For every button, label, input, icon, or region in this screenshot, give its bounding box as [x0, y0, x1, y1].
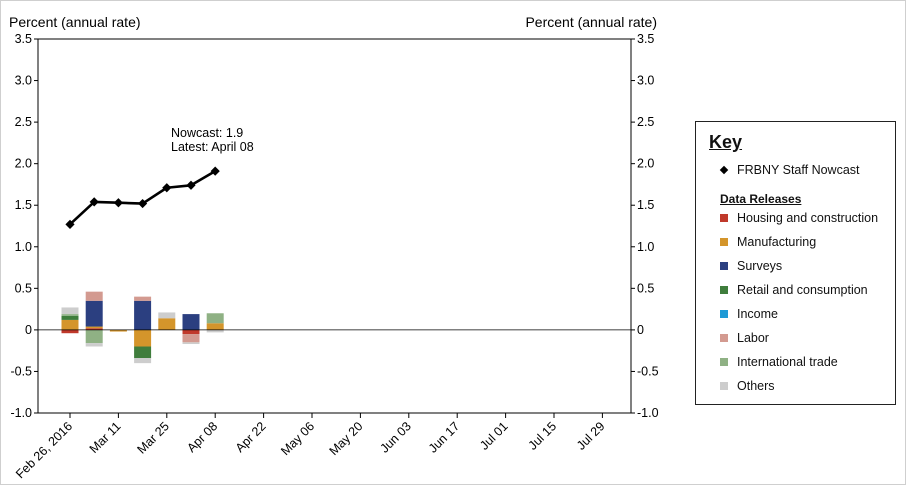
y-tick-label-right: 3.5: [637, 32, 654, 46]
bar-segment: [61, 329, 79, 334]
annotation-nowcast: Nowcast: 1.9: [171, 126, 243, 140]
key-item-label: Retail and consumption: [737, 283, 868, 297]
stacked-bars: [61, 291, 224, 364]
nowcast-series: [65, 166, 220, 229]
bar-segment: [109, 329, 127, 332]
key-item-label: Manufacturing: [737, 235, 817, 249]
bar-segment: [134, 296, 152, 301]
y-tick-label-right: 2.5: [637, 115, 654, 129]
right-y-ticks: 3.5 3.0 2.5 2.0 1.5 1.0 0.5 0 -0.5 -1.0: [631, 32, 659, 420]
bar-segment: [85, 300, 103, 327]
bar-segment: [134, 346, 152, 359]
x-tick-label: Mar 11: [87, 419, 124, 456]
key-item-label: Surveys: [737, 259, 783, 273]
y-tick-label-right: -0.5: [637, 364, 659, 378]
nowcast-point: [186, 180, 196, 190]
bar-segment: [182, 314, 200, 330]
key-item-label: Labor: [737, 331, 769, 345]
key-title: Key: [709, 132, 743, 152]
y-tick-label-left: 1.0: [15, 240, 32, 254]
bar-segment: [85, 343, 103, 347]
nowcast-point: [89, 197, 99, 207]
key-swatch: [720, 214, 728, 222]
bar-segment: [134, 300, 152, 330]
y-tick-label-left: 2.5: [15, 115, 32, 129]
key-swatch: [720, 358, 728, 366]
key-item-label: International trade: [737, 355, 838, 369]
left-axis-label: Percent (annual rate): [9, 14, 141, 30]
y-tick-label-left: 0: [25, 323, 32, 337]
x-tick-label: Apr 22: [233, 419, 269, 455]
bar-segment: [158, 312, 176, 319]
nowcast-point: [162, 183, 172, 193]
bar-segment: [158, 318, 176, 330]
bar-segment: [182, 342, 200, 345]
x-tick-label: Jun 17: [426, 419, 462, 455]
legend-key: Key FRBNY Staff Nowcast Data Releases Ho…: [695, 121, 896, 405]
key-swatch: [720, 262, 728, 270]
key-item-label: Others: [737, 379, 775, 393]
y-tick-label-right: 1.5: [637, 198, 654, 212]
key-swatch: [720, 286, 728, 294]
x-tick-label: Jun 03: [377, 419, 413, 455]
y-tick-label-left: 1.5: [15, 198, 32, 212]
key-item-label: Housing and construction: [737, 211, 879, 225]
key-nowcast-label: FRBNY Staff Nowcast: [737, 163, 860, 177]
y-tick-label-right: 0: [637, 323, 644, 337]
annotation-latest: Latest: April 08: [171, 140, 254, 154]
bar-segment: [206, 313, 224, 324]
y-tick-label-left: -0.5: [10, 364, 32, 378]
nowcast-point: [138, 198, 148, 209]
key-swatch: [720, 310, 728, 318]
x-tick-label: Apr 08: [184, 419, 220, 455]
bar-segment: [206, 329, 224, 333]
bar-segment: [85, 326, 103, 329]
x-tick-label: May 20: [327, 419, 366, 458]
nowcast-point: [210, 166, 220, 176]
y-tick-label-right: 1.0: [637, 240, 654, 254]
y-tick-label-left: 2.0: [15, 157, 32, 171]
x-tick-label: Jul 15: [526, 419, 560, 453]
key-releases-title: Data Releases: [720, 192, 802, 206]
right-axis-label: Percent (annual rate): [525, 14, 657, 30]
bar-segment: [85, 291, 103, 301]
left-y-ticks: 3.5 3.0 2.5 2.0 1.5 1.0 0.5 0 -0.5 -1.0: [10, 32, 38, 420]
x-tick-label: Feb 26, 2016: [13, 419, 75, 481]
nowcast-point: [113, 198, 123, 208]
y-tick-label-right: 3.0: [637, 74, 654, 88]
bar-segment: [134, 329, 152, 347]
y-tick-label-right: 2.0: [637, 157, 654, 171]
bar-segment: [61, 319, 79, 330]
bar-segment: [134, 358, 152, 364]
key-item-label: Income: [737, 307, 778, 321]
bar-segment: [85, 328, 103, 330]
plot-area-border: [37, 38, 632, 414]
nowcast-point: [65, 219, 75, 229]
bar-segment: [61, 307, 79, 315]
nowcast-line: [69, 170, 216, 226]
y-tick-label-right: -1.0: [637, 406, 659, 420]
bar-segment: [182, 329, 200, 335]
x-tick-label: Mar 25: [135, 419, 172, 456]
y-tick-label-left: 3.5: [15, 32, 32, 46]
y-tick-label-left: -1.0: [10, 406, 32, 420]
nowcast-diamond-icon: [719, 165, 729, 175]
key-swatch: [720, 382, 728, 390]
key-swatch: [720, 334, 728, 342]
bar-segment: [85, 329, 103, 344]
x-ticks: Feb 26, 2016 Mar 11 Mar 25 Apr 08 Apr 22 May …: [13, 413, 608, 481]
y-tick-label-left: 0.5: [15, 281, 32, 295]
x-tick-label: May 06: [278, 419, 317, 458]
bar-segment: [182, 334, 200, 343]
x-tick-label: Jul 29: [574, 419, 608, 453]
key-swatch: [720, 238, 728, 246]
y-tick-label-left: 3.0: [15, 74, 32, 88]
bar-segment: [61, 314, 79, 316]
bar-segment: [61, 315, 79, 320]
y-tick-label-right: 0.5: [637, 281, 654, 295]
x-tick-label: Jul 01: [477, 419, 511, 453]
bar-segment: [206, 323, 224, 330]
